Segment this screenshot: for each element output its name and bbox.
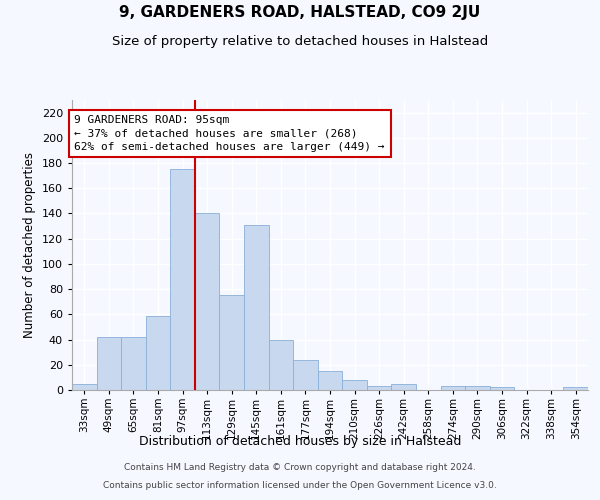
Bar (269, 340, 293, 390)
Y-axis label: Number of detached properties: Number of detached properties (23, 152, 36, 338)
Bar (391, 384, 416, 390)
Text: 9, GARDENERS ROAD, HALSTEAD, CO9 2JU: 9, GARDENERS ROAD, HALSTEAD, CO9 2JU (119, 5, 481, 20)
Bar (220, 296, 244, 390)
Bar (342, 380, 367, 390)
Bar (465, 386, 490, 390)
Text: Contains public sector information licensed under the Open Government Licence v3: Contains public sector information licen… (103, 481, 497, 490)
Bar (121, 337, 146, 390)
Text: Size of property relative to detached houses in Halstead: Size of property relative to detached ho… (112, 35, 488, 48)
Bar (563, 388, 588, 390)
Bar (490, 388, 514, 390)
Text: 9 GARDENERS ROAD: 95sqm
← 37% of detached houses are smaller (268)
62% of semi-d: 9 GARDENERS ROAD: 95sqm ← 37% of detache… (74, 115, 385, 152)
Bar (97, 337, 121, 390)
Bar (170, 170, 195, 390)
Bar (367, 386, 391, 390)
Bar (195, 214, 220, 390)
Bar (318, 371, 342, 390)
Bar (440, 386, 465, 390)
Text: Contains HM Land Registry data © Crown copyright and database right 2024.: Contains HM Land Registry data © Crown c… (124, 464, 476, 472)
Bar (293, 360, 318, 390)
Text: Distribution of detached houses by size in Halstead: Distribution of detached houses by size … (139, 435, 461, 448)
Bar (146, 316, 170, 390)
Bar (72, 384, 97, 390)
Bar (244, 225, 269, 390)
